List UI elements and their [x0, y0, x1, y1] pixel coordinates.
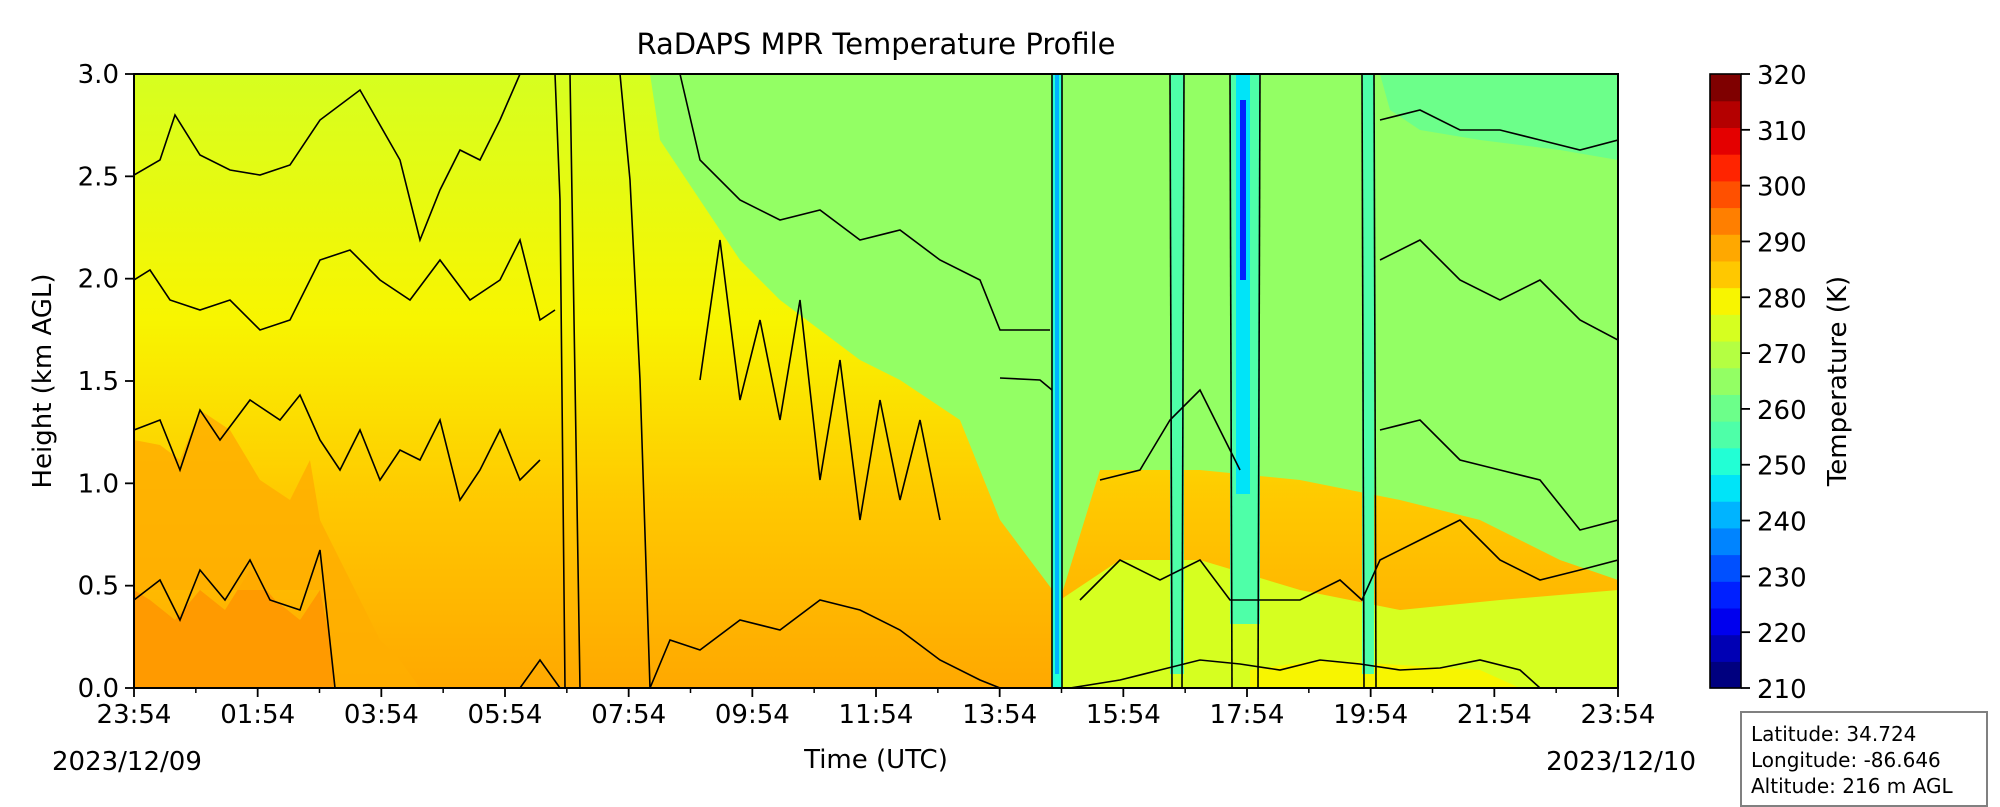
colorbar-tick-label: 240 [1757, 508, 1807, 538]
x-tick-label: 11:54 [839, 700, 914, 730]
colorbar-tick-label: 290 [1757, 228, 1807, 258]
y-tick-label: 1.0 [78, 469, 119, 499]
colorbar-segment [1710, 287, 1741, 315]
cool-region-260 [1380, 74, 1618, 160]
colorbar-segment [1710, 447, 1741, 476]
colorbar-tick-label: 270 [1757, 340, 1807, 370]
chart-title: RaDAPS MPR Temperature Profile [636, 27, 1115, 61]
colorbar-segment [1710, 340, 1741, 369]
x-tick-label: 17:54 [1210, 700, 1285, 730]
colorbar-segment [1710, 581, 1741, 609]
lower-band-280 [1250, 660, 1520, 688]
longitude-text: Longitude: -86.646 [1751, 748, 1941, 772]
colorbar-segment [1710, 74, 1741, 102]
warm-region-285 [134, 410, 420, 688]
date-end-label: 2023/12/10 [1546, 747, 1696, 777]
colorbar-segment [1710, 127, 1741, 155]
x-tick-label: 03:54 [344, 700, 419, 730]
colorbar-segment [1710, 501, 1741, 529]
x-tick-label: 13:54 [962, 700, 1037, 730]
x-axis-label: Time (UTC) [803, 745, 948, 775]
cold-column-1730 [1170, 74, 1184, 674]
x-tick-label: 05:54 [468, 700, 543, 730]
x-tick-label: 19:54 [1333, 700, 1408, 730]
colorbar-segment [1710, 527, 1741, 556]
colorbar-segment [1710, 154, 1741, 182]
colorbar-tick-label: 280 [1757, 284, 1807, 314]
colorbar-segment [1710, 367, 1741, 395]
colorbar-segment [1710, 234, 1741, 262]
colorbar-segment [1710, 394, 1741, 422]
colorbar-segment [1710, 474, 1741, 502]
date-start-label: 2023/12/09 [52, 747, 202, 777]
contour-lines [134, 74, 1618, 688]
warm-region-290 [134, 570, 334, 688]
y-axis: 0.0 0.5 1.0 1.5 2.0 2.5 3.0 [78, 60, 134, 704]
y-tick-label: 2.0 [78, 265, 119, 295]
colorbar-segment [1710, 554, 1741, 582]
colorbar-segment [1710, 314, 1741, 342]
colorbar-segment [1710, 607, 1741, 636]
colorbar-tick-label: 250 [1757, 452, 1807, 482]
x-tick-label: 09:54 [715, 700, 790, 730]
y-tick-label: 2.5 [78, 162, 119, 192]
cold-column-1415-core [1055, 74, 1059, 674]
colorbar-segment [1710, 421, 1741, 449]
colorbar-tick-label: 220 [1757, 619, 1807, 649]
colorbar-tick-label: 300 [1757, 173, 1807, 203]
colorbar-tick-label: 320 [1757, 61, 1807, 91]
colorbar-tick-label: 210 [1757, 675, 1807, 705]
lower-band-275 [1060, 560, 1618, 688]
colorbar-segment [1710, 100, 1741, 128]
colorbar-label: Temperature (K) [1823, 276, 1853, 487]
colorbar-tick-label: 260 [1757, 396, 1807, 426]
colorbar-segment [1710, 180, 1741, 209]
colorbar-segment [1710, 207, 1741, 235]
x-tick-label: 23:54 [97, 700, 172, 730]
plot-area [134, 74, 1618, 688]
cold-column-1950 [1362, 74, 1374, 674]
latitude-text: Latitude: 34.724 [1751, 722, 1917, 746]
colorbar-tick-label: 310 [1757, 117, 1807, 147]
colorbar-segment [1710, 634, 1741, 662]
y-tick-label: 3.0 [78, 60, 119, 90]
x-tick-label: 07:54 [591, 700, 666, 730]
colorbar: 210 220 230 240 250 260 270 280 290 300 310 320 [1709, 61, 1807, 705]
y-tick-label: 0.5 [78, 572, 119, 602]
cold-column-1800-core [1236, 74, 1250, 494]
y-tick-label: 1.5 [78, 367, 119, 397]
x-tick-label: 01:54 [220, 700, 295, 730]
colorbar-segment [1710, 260, 1741, 289]
station-info-box: Latitude: 34.724 Longitude: -86.646 Alti… [1740, 711, 1988, 807]
y-tick-label: 0.0 [78, 674, 119, 704]
y-axis-label: Height (km AGL) [28, 273, 58, 488]
colorbar-frame [1709, 73, 1742, 689]
colorbar-segment [1710, 661, 1741, 689]
altitude-text: Altitude: 216 m AGL [1751, 774, 1953, 798]
colorbar-tick-label: 230 [1757, 563, 1807, 593]
x-tick-label: 21:54 [1457, 700, 1532, 730]
cold-column-1800-deep [1240, 100, 1246, 280]
x-tick-label: 15:54 [1086, 700, 1161, 730]
x-tick-label: 23:54 [1581, 700, 1656, 730]
x-axis: 23:54 01:54 03:54 05:54 07:54 09:54 11:54 13:54… [97, 688, 1656, 730]
